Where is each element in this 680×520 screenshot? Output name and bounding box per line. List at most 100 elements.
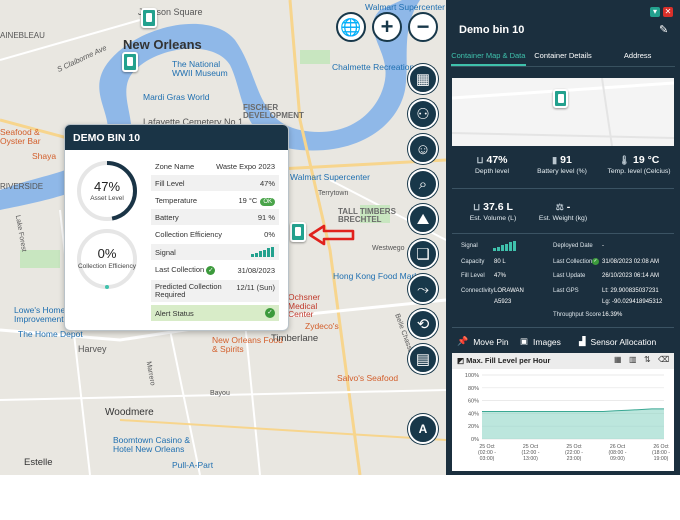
globe-button[interactable]: 🌐 [336,12,366,42]
map-label-shaya: Shaya [32,151,57,161]
chart-title-text: Max. Fill Level per Hour [466,356,551,365]
info-last-collection-value: 31/08/2023 02:08 AM [602,259,660,265]
x-tick-label: 13:00) [523,456,538,462]
map-label-chalmette: Chalmette Recreation [332,62,415,72]
y-tick-label: 100% [465,373,479,379]
row-label: Signal [155,247,176,257]
bin-marker[interactable] [141,8,157,28]
map-label-home-depot: The Home Depot [18,329,83,339]
fill-level-line [482,408,664,412]
battery-icon: ▮ [552,155,558,165]
zoom-in-button[interactable]: + [372,12,402,42]
chart-icon: ◩ [457,356,467,365]
y-tick-label: 40% [468,411,479,417]
stat-battery-value: 91 [560,154,572,166]
map-tool-landfill-button[interactable]: ⛰ [408,204,438,234]
translate-icon: A [418,422,428,436]
plus-icon: + [380,14,394,39]
asset-level-gauge: 47% Asset Level [75,159,139,223]
popup-row-last-collection: Last Collection ✓ 31/08/2023 [151,262,279,278]
bin-marker-selected[interactable] [290,222,306,242]
stat-volume-label: Est. Volume (L) [469,215,517,222]
minimize-button[interactable]: ▾ [650,7,660,17]
split-icon[interactable]: ⇅ [644,355,651,364]
map-tool-driver-button[interactable]: ⚇ [408,99,438,129]
map-tool-news-button[interactable]: ▤ [408,344,438,374]
stat-depth-value: 47% [486,154,508,166]
x-tick-label: (22:00 - [565,450,583,456]
map-label-terrytown: Terrytown [318,190,349,197]
stat-volume: ⊔ 37.6 L Est. Volume (L) [460,201,526,222]
map-tool-layers-button[interactable]: ❏ [408,239,438,269]
map-tool-route-search-button[interactable]: ⤳ [408,274,438,304]
map-tool-locate-button[interactable]: ⌕ [408,169,438,199]
info-last-update-value: 26/10/2023 06:14 AM [602,273,660,279]
image-icon: ▣ [520,336,529,346]
info-last-update-label: Last Update [553,273,586,279]
map-label-riverside: RIVERSIDE [0,182,44,191]
check-icon: ✓ [265,308,275,318]
eraser-icon[interactable]: ⌫ [658,355,670,364]
popup-row-efficiency: Collection Efficiency 0% [151,226,279,242]
map-view[interactable]: Jackson Square Walmart Supercenter AINEB… [0,0,446,475]
bin-icon: ⊔ [476,155,484,165]
edit-button[interactable]: ✎ [659,23,668,36]
collection-efficiency-value: 0% [97,246,117,261]
y-tick-label: 60% [468,399,479,405]
map-label-tall-timbers: TALL TIMBERS BRECHTEL [338,207,396,224]
move-pin-button[interactable]: 📌 Move Pin [457,336,509,347]
user-icon: ☺ [415,140,431,158]
x-tick-label: 25 Oct [566,444,582,450]
chart-header: ◩ Max. Fill Level per Hour ▦ ▥ ⇅ ⌫ [452,353,674,369]
stat-battery-label: Battery level (%) [537,168,587,175]
globe-icon: 🌐 [340,17,362,37]
images-button[interactable]: ▣ Images [520,336,561,347]
x-tick-label: 09:00) [610,456,625,462]
divider [452,233,674,234]
tab-address[interactable]: Address [623,51,652,60]
minus-icon: − [416,14,430,39]
info-connectivity-value-2: A5923 [494,299,512,305]
bar-chart-icon[interactable]: ▥ [629,355,637,364]
popup-row-predicted: Predicted Collection Required 12/11 (Sun… [151,280,279,302]
map-tool-user-button[interactable]: ☺ [408,134,438,164]
panel-tabs: Container Map & Data Container Details A… [451,47,675,67]
map-tool-translate-button[interactable]: A [408,414,438,444]
signal-bars-icon [493,241,516,251]
route-search-icon: ⤳ [416,280,429,298]
info-fill-value: 47% [494,273,507,279]
row-label: Last Collection [155,265,205,274]
newspaper-icon: ▤ [415,351,431,368]
map-label-hong-kong: Hong Kong Food Market [333,271,426,281]
calendar-icon[interactable]: ▦ [614,355,622,364]
info-capacity-value: 80 L [494,259,506,265]
row-value: 12/11 (Sun) [236,283,275,292]
layers-icon: ❏ [416,246,430,263]
bin-marker-mini[interactable] [553,89,568,108]
row-label: Fill Level [155,178,185,188]
close-button[interactable]: ✕ [663,7,673,17]
map-tool-route-button[interactable]: ⟲ [408,309,438,339]
zoom-out-button[interactable]: − [408,12,438,42]
weight-icon: ⚖ [555,202,564,212]
info-lng-value: Lg: -90.029418945312 [602,299,663,305]
x-tick-label: 25 Oct [523,444,539,450]
bin-info-popup: DEMO BIN 10 47% Asset Level 0% Collectio… [64,124,289,331]
row-value: Waste Expo 2023 [216,161,275,171]
tab-container-map-data[interactable]: Container Map & Data [451,47,526,66]
stat-volume-value: 37.6 L [483,201,513,213]
tab-container-details[interactable]: Container Details [534,51,592,60]
row-value: 91 % [257,212,275,222]
popup-row-fill: Fill Level 47% [151,175,279,191]
bin-marker[interactable] [122,52,138,72]
mini-map[interactable] [451,77,675,147]
pin-icon: 📌 [457,336,469,346]
stat-temp-label: Temp. level (Celcius) [607,168,671,175]
popup-row-zone: Zone Name Waste Expo 2023 [151,158,279,174]
sensor-allocation-button[interactable]: ▟ Sensor Allocation [579,336,656,347]
stat-depth-label: Depth level [474,168,509,175]
map-label-timberlane: Timberlane [271,333,319,344]
map-tool-bins-button[interactable]: ▦ [408,64,438,94]
chart-plot: 100%80%60%40%20%0%25 Oct(02:00 -03:00)25… [465,373,670,462]
fill-level-chart: ◩ Max. Fill Level per Hour ▦ ▥ ⇅ ⌫ 100% 8… [452,353,674,471]
